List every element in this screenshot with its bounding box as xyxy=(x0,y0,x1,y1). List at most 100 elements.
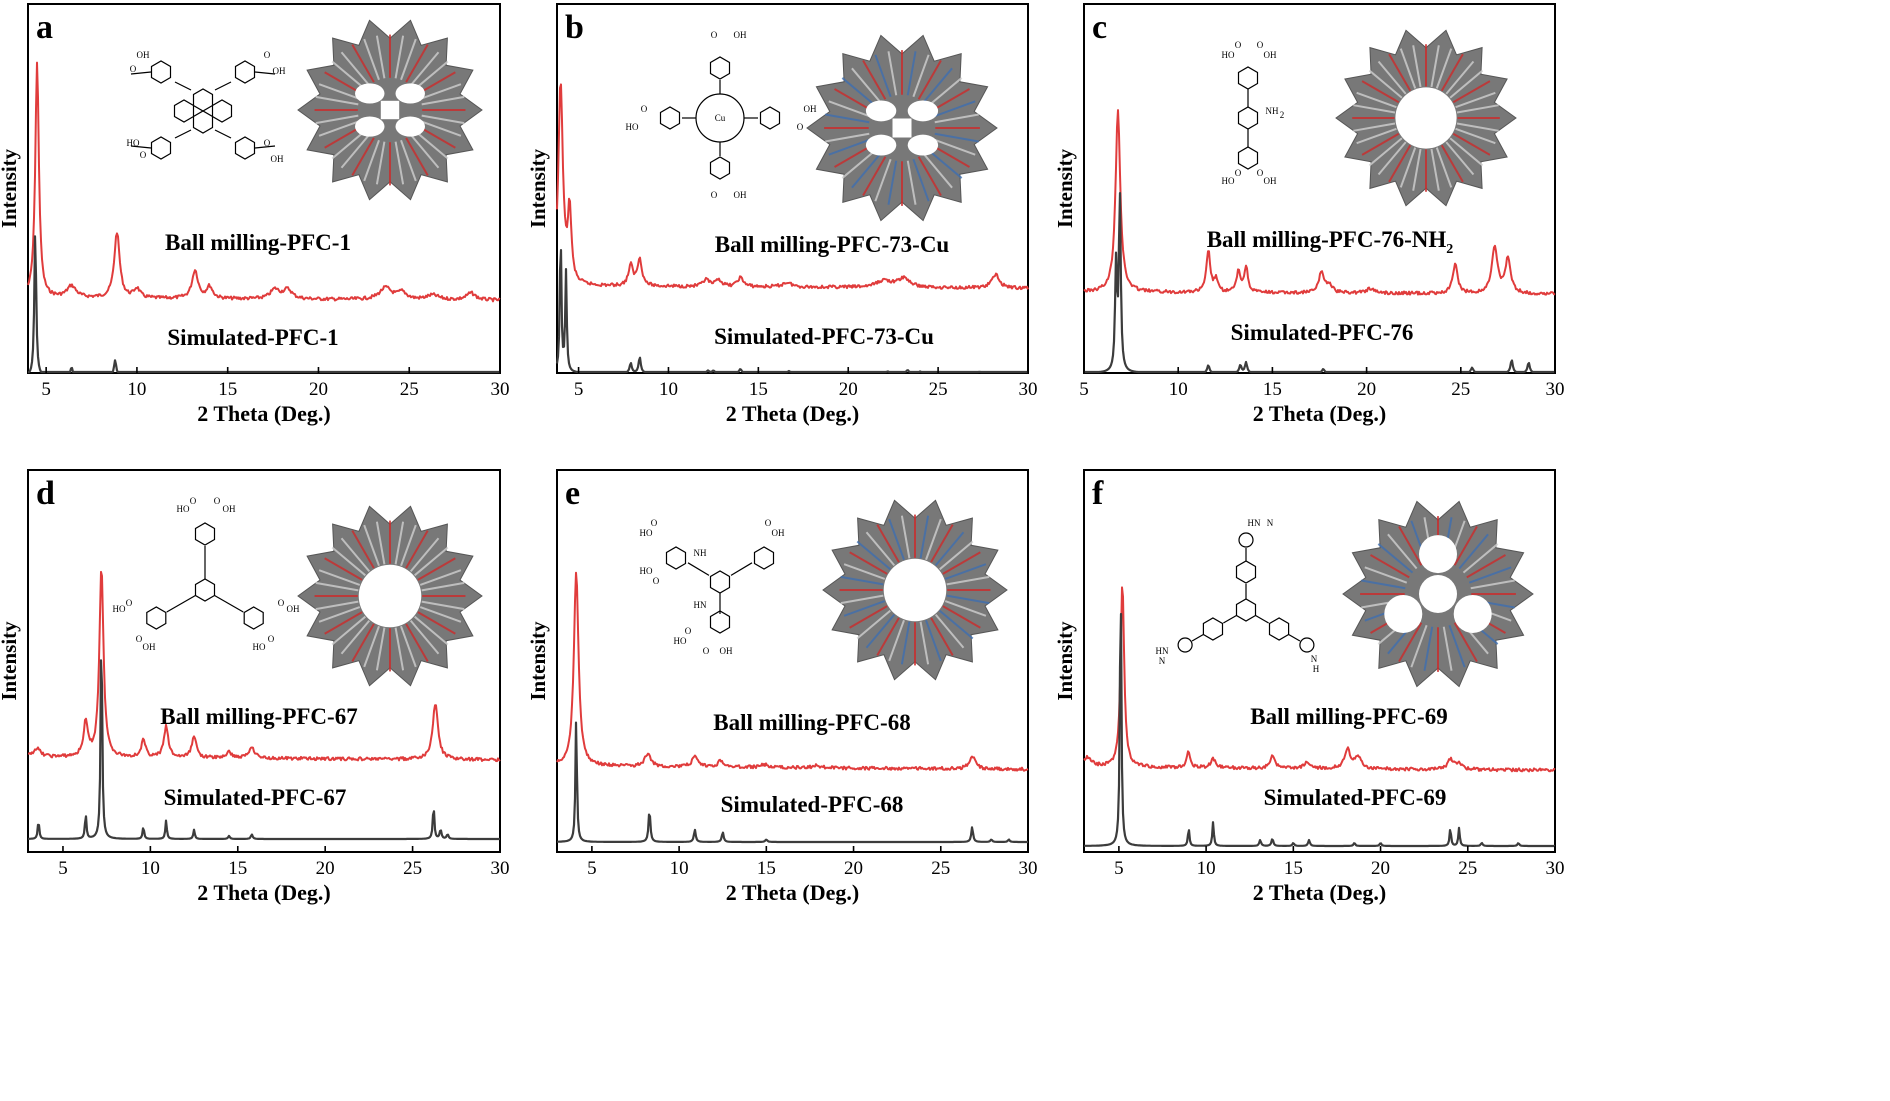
x-tick-label: 15 xyxy=(757,858,776,879)
molecule-atom-label: O xyxy=(264,50,271,60)
molecule-atom-label: O xyxy=(711,190,718,200)
series-line-ball-milling xyxy=(27,61,501,303)
molecule-atom-label: HO xyxy=(640,566,653,576)
x-axis-label: 2 Theta (Deg.) xyxy=(726,880,859,905)
panel-e: 5 10 15 20 25 30 2 Theta (Deg.) Intensity e Ball … xyxy=(526,469,1038,905)
crystal-structure-image xyxy=(297,505,483,687)
molecule-atom-label: OH xyxy=(223,504,236,514)
x-tick-label: 5 xyxy=(587,858,597,879)
series-line-simulated xyxy=(1083,612,1556,848)
molecule-atom-label: OH xyxy=(273,66,286,76)
molecule-atom-label: HO xyxy=(113,604,126,614)
molecule-atom-label: O xyxy=(1235,168,1242,178)
molecule-atom-label: N xyxy=(1267,518,1274,528)
molecule-atom-label: HO xyxy=(640,528,653,538)
y-axis-label: Intensity xyxy=(1053,621,1077,701)
molecule-atom-label: OH xyxy=(734,190,747,200)
plot-frame xyxy=(1083,469,1556,853)
series-label-simulated: Simulated-PFC-1 xyxy=(167,325,338,350)
molecule-atom-label: Cu xyxy=(715,113,726,123)
y-axis-label: Intensity xyxy=(526,621,550,701)
panel-letter: c xyxy=(1092,9,1107,46)
molecule-atom-label: HN xyxy=(1248,518,1261,528)
x-tick-label: 10 xyxy=(127,379,146,400)
molecule-atom-label: O xyxy=(1235,40,1242,50)
molecule-atom-label: OH xyxy=(772,528,785,538)
molecule-atom-label: HO xyxy=(177,504,190,514)
molecule-atom-label: O xyxy=(268,634,275,644)
series-line-simulated xyxy=(555,249,1029,374)
panel-letter: e xyxy=(565,475,580,512)
x-axis-label: 2 Theta (Deg.) xyxy=(1253,880,1386,905)
panel-b: 5 10 15 20 25 30 2 Theta (Deg.) Intensity b Ball … xyxy=(526,3,1038,426)
x-axis-label: 2 Theta (Deg.) xyxy=(197,401,330,426)
molecule-atom-label: HO xyxy=(1222,50,1235,60)
x-tick-label: 15 xyxy=(749,379,768,400)
molecule-atom-label: 2 xyxy=(1280,110,1285,120)
molecule-atom-label: OH xyxy=(720,646,733,656)
x-tick-label: 10 xyxy=(659,379,678,400)
molecule-atom-label: O xyxy=(214,496,221,506)
molecule-atom-label: N xyxy=(1159,656,1166,666)
x-tick-label: 5 xyxy=(58,858,68,879)
panel-letter: a xyxy=(36,9,53,46)
panel-c: 5 10 15 20 25 30 2 Theta (Deg.) Intensity c Ball … xyxy=(1053,3,1565,426)
molecule-atom-label: O xyxy=(711,30,718,40)
molecule-atom-label: NH xyxy=(694,548,707,558)
x-tick-label: 30 xyxy=(1019,858,1038,879)
molecule-atom-label: OH xyxy=(734,30,747,40)
series-line-simulated xyxy=(27,659,501,841)
plot-frame xyxy=(1083,3,1556,374)
x-tick-label: 10 xyxy=(670,858,689,879)
molecule-atom-label: HO xyxy=(253,642,266,652)
molecule-atom-label: OH xyxy=(271,154,284,164)
molecule-atom-label: OH xyxy=(137,50,150,60)
molecule-atom-label: OH xyxy=(287,604,300,614)
crystal-structure-image xyxy=(297,19,483,201)
y-axis-label: Intensity xyxy=(0,621,21,701)
series-label-ball-milling: Ball milling-PFC-73-Cu xyxy=(715,232,950,257)
x-tick-label: 30 xyxy=(1546,379,1565,400)
panel-f: 5 10 15 20 25 30 2 Theta (Deg.) Intensity f Ball … xyxy=(1053,469,1565,905)
molecule-atom-label: O xyxy=(641,104,648,114)
x-axis-label: 2 Theta (Deg.) xyxy=(726,401,859,426)
molecule-atom-label: HO xyxy=(1222,176,1235,186)
series-label-simulated: Simulated-PFC-76 xyxy=(1231,320,1414,345)
molecule-atom-label: HN xyxy=(694,600,707,610)
x-tick-label: 10 xyxy=(1169,379,1188,400)
molecule-atom-label: HN xyxy=(1156,646,1169,656)
x-tick-label: 20 xyxy=(1371,858,1390,879)
x-tick-label: 15 xyxy=(218,379,237,400)
x-tick-label: 5 xyxy=(1114,858,1124,879)
panel-d: 5 10 15 20 25 30 2 Theta (Deg.) Intensity d Ball … xyxy=(0,469,510,905)
series-label-ball-milling: Ball milling-PFC-67 xyxy=(160,704,357,729)
x-tick-label: 30 xyxy=(491,858,510,879)
molecule-atom-label: O xyxy=(1257,40,1264,50)
molecule-atom-label: O xyxy=(190,496,197,506)
x-tick-label: 25 xyxy=(400,379,419,400)
x-tick-label: 15 xyxy=(1284,858,1303,879)
x-tick-label: 10 xyxy=(1197,858,1216,879)
molecule-atom-label: HO xyxy=(127,138,140,148)
y-axis-label: Intensity xyxy=(1053,148,1077,228)
x-axis-label: 2 Theta (Deg.) xyxy=(197,880,330,905)
molecule-atom-label: O xyxy=(685,626,692,636)
plot-frame xyxy=(27,469,501,853)
series-line-simulated xyxy=(556,721,1029,844)
series-line-simulated xyxy=(27,235,501,374)
series-label-simulated: Simulated-PFC-69 xyxy=(1264,785,1447,810)
x-axis-label: 2 Theta (Deg.) xyxy=(1253,401,1386,426)
x-tick-label: 10 xyxy=(141,858,160,879)
molecule-atom-label: O xyxy=(653,576,660,586)
x-tick-label: 5 xyxy=(1079,379,1089,400)
molecule-atom-label: OH xyxy=(804,104,817,114)
series-line-ball-milling xyxy=(1083,109,1556,296)
series-line-ball-milling xyxy=(556,83,1029,291)
x-tick-label: 20 xyxy=(316,858,335,879)
panel-a: 5 10 15 20 25 30 2 Theta (Deg.) Intensity a Ball … xyxy=(0,3,510,426)
molecule-atom-label: OH xyxy=(1264,50,1277,60)
molecule-atom-label: O xyxy=(797,122,804,132)
